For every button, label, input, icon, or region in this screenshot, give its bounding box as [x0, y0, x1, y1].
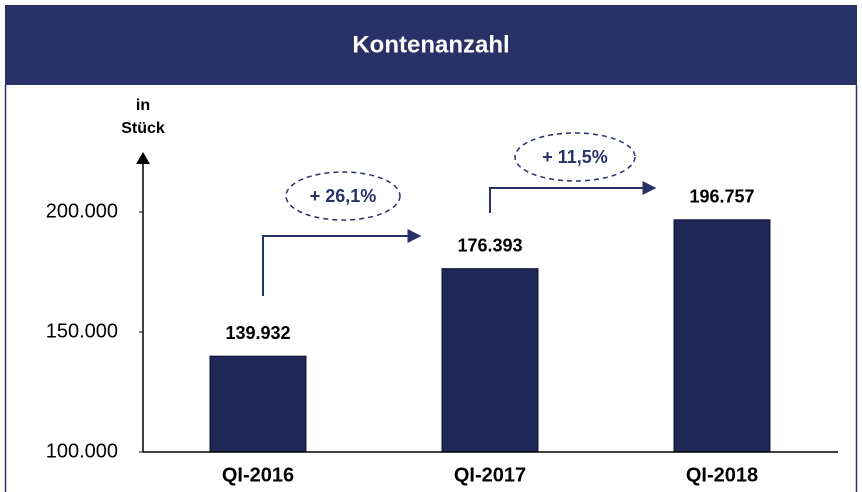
- x-tick-label: QI-2016: [222, 464, 294, 486]
- annotation-ellipse: [285, 171, 401, 221]
- bar: [209, 355, 307, 453]
- bar: [441, 268, 539, 453]
- value-label: 139.932: [225, 323, 290, 343]
- chart-title: Kontenanzahl: [352, 31, 509, 58]
- y-tick-label: 100.000: [46, 440, 118, 462]
- y-axis-arrow: [136, 152, 150, 164]
- value-label: 176.393: [457, 235, 522, 255]
- growth-arrow: [489, 181, 657, 213]
- x-tick-label: QI-2017: [454, 464, 526, 486]
- title-bar: [5, 5, 857, 85]
- y-axis-label: in: [136, 97, 150, 114]
- bar: [673, 219, 771, 453]
- annotation: + 11,5%: [542, 147, 608, 167]
- annotation: + 26,1%: [310, 186, 377, 206]
- y-tick-label: 150.000: [46, 320, 118, 342]
- value-label: 196.757: [689, 187, 754, 207]
- y-axis-label: Stück: [121, 120, 165, 137]
- annotation-ellipse: [514, 132, 636, 182]
- growth-arrow: [262, 229, 422, 296]
- y-tick-label: 200.000: [46, 200, 118, 222]
- x-tick-label: QI-2018: [686, 464, 758, 486]
